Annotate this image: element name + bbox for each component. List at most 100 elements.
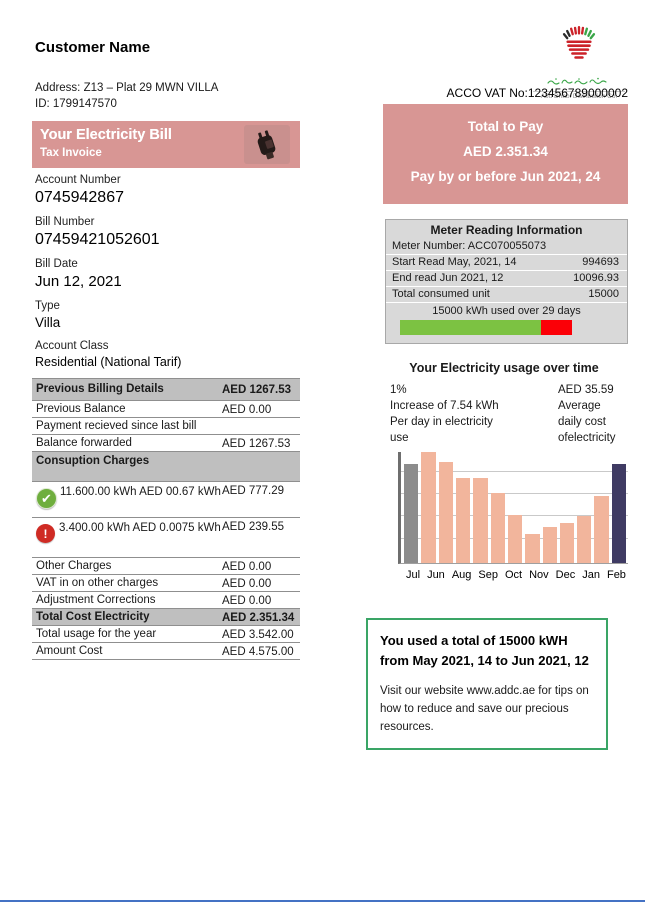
average-cost-stat: AED 35.59 Average daily cost ofelectrici… [558, 382, 638, 446]
chart-x-label: Oct [504, 569, 523, 581]
row-label: Other Charges [36, 560, 112, 572]
row-label: Total Cost Electricity [36, 611, 150, 623]
customer-id: ID: 1799147570 [35, 98, 117, 110]
total-consumed-row: Total consumed unit 15000 [386, 287, 627, 303]
row-value: AED 239.55 [222, 521, 285, 533]
row-value: AED 0.00 [222, 404, 272, 416]
bill-subtitle: Tax Invoice [40, 147, 102, 159]
row-value: AED 0.00 [222, 595, 272, 607]
chart-x-labels: Jul Jun Aug Sep Oct Nov Dec Jan Feb [398, 564, 628, 581]
table-row-tier2-usage: ! 3.400.00 kWh AED 0.0075 kWh AED 239.55 [32, 518, 300, 558]
chart-bar [438, 462, 453, 563]
bill-title: Your Electricity Bill [40, 127, 172, 143]
warning-icon: ! [36, 524, 55, 543]
power-plug-icon [244, 125, 290, 164]
field-value: Residential (National Tarif) [35, 355, 182, 369]
field-value: Jun 12, 2021 [35, 273, 122, 290]
total-to-pay-box: Total to Pay AED 2.351.34 Pay by or befo… [383, 104, 628, 204]
chart-x-label: Sep [478, 569, 498, 581]
progress-red-segment [541, 320, 572, 335]
stat-line: daily cost [558, 416, 606, 428]
chart-bar [507, 515, 523, 563]
customer-address: Address: Z13 – Plat 29 MWN VILLA [35, 82, 219, 94]
field-value: 07459421052601 [35, 231, 160, 248]
page-bottom-rule [0, 900, 645, 902]
row-label: Start Read May, 2021, 14 [392, 256, 517, 268]
field-label: Account Number [35, 174, 121, 186]
total-to-pay-amount: AED 2.351.34 [463, 144, 548, 159]
chart-x-label: Jul [406, 569, 421, 581]
table-row-previous-billing: Previous Billing Details AED 1267.53 [32, 379, 300, 401]
bill-title-banner: Your Electricity Bill Tax Invoice [32, 121, 300, 168]
row-label: 11.600.00 kWh AED 00.67 kWh [60, 486, 221, 498]
chart-x-label: Jun [427, 569, 445, 581]
start-read-row: Start Read May, 2021, 14 994693 [386, 255, 627, 271]
table-row-consumption-charges: Consuption Charges [32, 452, 300, 482]
end-read-row: End read Jun 2021, 12 10096.93 [386, 271, 627, 287]
row-value: AED 0.00 [222, 561, 272, 573]
row-label: Total usage for the year [36, 628, 157, 640]
chart-x-label: Jan [582, 569, 600, 581]
field-label: Account Class [35, 340, 109, 352]
table-row-total-cost: Total Cost Electricity AED 2.351.34 [32, 609, 300, 626]
row-label: VAT in on other charges [36, 577, 159, 589]
pay-by-date: Pay by or before Jun 2021, 24 [410, 169, 601, 184]
chart-x-label: Aug [451, 569, 472, 581]
field-value: Villa [35, 315, 61, 330]
chart-x-label: Feb [606, 569, 626, 581]
chart-x-label: Nov [529, 569, 549, 581]
meter-reading-box: Meter Reading Information Meter Number: … [385, 219, 628, 344]
chart-bar [525, 534, 540, 563]
table-row-previous-balance: Previous Balance AED 0.00 [32, 401, 300, 418]
check-icon: ✔ [36, 488, 57, 509]
company-logo: Abu Dhabi Distribution Co. [533, 25, 625, 101]
row-value: AED 777.29 [222, 485, 285, 497]
field-label: Bill Date [35, 258, 78, 270]
table-row-balance-forwarded: Balance forwarded AED 1267.53 [32, 435, 300, 452]
chart-bar [542, 527, 557, 563]
row-label: End read Jun 2021, 12 [392, 272, 504, 284]
field-bill-number: Bill Number 07459421052601 [35, 215, 300, 250]
usage-bar-chart: Jul Jun Aug Sep Oct Nov Dec Jan Feb [398, 452, 628, 581]
chart-bar [577, 516, 592, 563]
row-value: AED 0.00 [222, 578, 272, 590]
row-value: 10096.93 [573, 272, 619, 284]
row-value: AED 3.542.00 [222, 629, 294, 641]
field-account-number: Account Number 0745942867 [35, 173, 300, 208]
stat-line: Per day in electricity [390, 416, 493, 428]
row-label: Balance forwarded [36, 437, 132, 449]
usage-section-title: Your Electricity usage over time [409, 361, 599, 375]
total-to-pay-label: Total to Pay [467, 119, 544, 134]
meter-number: Meter Number: ACC070055073 [392, 240, 547, 252]
arabic-script-icon [533, 73, 625, 91]
table-row-tier1-usage: ✔ 11.600.00 kWh AED 00.67 kWh AED 777.29 [32, 482, 300, 518]
row-value: 15000 [588, 288, 619, 300]
usage-note: 15000 kWh used over 29 days [432, 305, 581, 317]
left-column: Customer Name Address: Z13 – Plat 29 MWN… [32, 38, 300, 660]
field-label: Type [35, 300, 60, 312]
stat-line: AED 35.59 [558, 384, 614, 396]
chart-bar [404, 464, 419, 563]
customer-name: Customer Name [35, 39, 151, 56]
row-value: AED 2.351.34 [222, 612, 295, 624]
table-row-adjustment-corrections: Adjustment Corrections AED 0.00 [32, 592, 300, 609]
row-label: Previous Billing Details [36, 383, 164, 395]
row-label: Previous Balance [36, 403, 126, 415]
meter-box-title: Meter Reading Information [430, 223, 583, 237]
usage-summary-body: Visit our website www.addc.ae for tips o… [380, 685, 589, 733]
table-row-other-charges: Other Charges AED 0.00 [32, 558, 300, 575]
row-label: 3.400.00 kWh AED 0.0075 kWh [59, 522, 221, 534]
usage-summary-heading: You used a total of 15000 kWH from May 2… [380, 633, 589, 668]
usage-increase-stat: 1% Increase of 7.54 kWh Per day in elect… [390, 382, 540, 446]
table-row-total-usage-year: Total usage for the year AED 3.542.00 [32, 626, 300, 643]
field-type: Type Villa [35, 299, 300, 332]
table-row-amount-cost: Amount Cost AED 4.575.00 [32, 643, 300, 660]
row-label: Amount Cost [36, 645, 103, 657]
chart-plot-area [398, 452, 628, 564]
row-label: Consuption Charges [36, 455, 150, 467]
gridline [401, 493, 628, 495]
chart-bar [490, 493, 505, 563]
usage-summary-box: You used a total of 15000 kWH from May 2… [366, 618, 608, 750]
row-value: 994693 [582, 256, 619, 268]
